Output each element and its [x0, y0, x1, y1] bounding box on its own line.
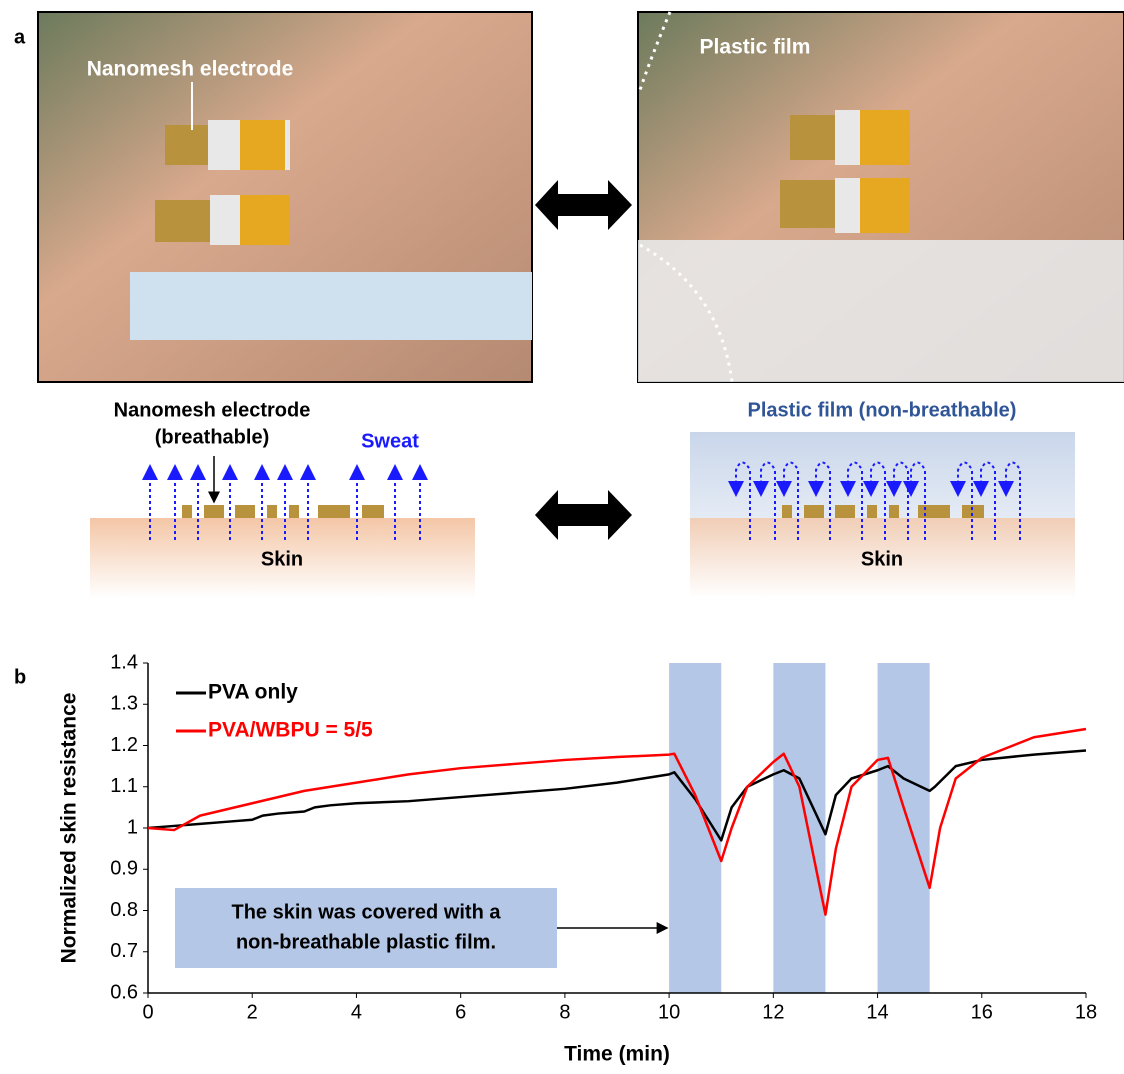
- double-arrow: [535, 180, 632, 230]
- shaded-range: [878, 663, 930, 993]
- y-tick-label: 1.3: [110, 693, 138, 715]
- x-tick-label: 12: [762, 1001, 784, 1023]
- legend-label: PVA/WBPU = 5/5: [208, 719, 373, 742]
- x-tick-label: 6: [455, 1001, 466, 1023]
- x-tick-label: 2: [247, 1001, 258, 1023]
- x-tick-label: 10: [658, 1001, 680, 1023]
- photo-right: Plastic film: [638, 12, 1124, 382]
- y-tick-label: 0.6: [110, 981, 138, 1003]
- y-tick-label: 0.9: [110, 858, 138, 880]
- photo-label: Nanomesh electrode: [87, 58, 294, 81]
- chart: 0.6 0.7 0.8 0.9 1 1.1 1.2 1.3 1.4 0 2 4 6 8 10 12 14 16 18…: [58, 651, 1098, 1065]
- diagram-label: Nanomesh electrode: [114, 399, 311, 421]
- y-tick-label: 1: [127, 816, 138, 838]
- shaded-range: [773, 663, 825, 993]
- skin-label: Skin: [261, 548, 303, 570]
- diagram-right: Plastic film (non-breathable) Skin: [690, 399, 1075, 600]
- x-tick-label: 14: [866, 1001, 888, 1023]
- photo-label: Plastic film: [700, 36, 811, 59]
- annotation: non-breathable plastic film.: [236, 931, 496, 953]
- double-arrow: [535, 490, 632, 540]
- photo-left: Nanomesh electrode: [38, 12, 532, 382]
- page: a b Nanomesh electrode Plastic film Nano…: [0, 0, 1124, 1069]
- x-tick-label: 4: [351, 1001, 362, 1023]
- y-tick-label: 0.7: [110, 940, 138, 962]
- x-tick-label: 0: [142, 1001, 153, 1023]
- y-tick-label: 1.1: [110, 775, 138, 797]
- panel-label: b: [14, 666, 26, 688]
- series-line: [148, 729, 1086, 915]
- x-axis-label: Time (min): [564, 1043, 670, 1066]
- diagram-label: (breathable): [155, 426, 269, 448]
- y-tick-label: 0.8: [110, 899, 138, 921]
- x-tick-label: 18: [1075, 1001, 1097, 1023]
- panel-label: a: [14, 26, 26, 48]
- diagram-left: Nanomesh electrode (breathable) Sweat Sk…: [90, 399, 475, 598]
- y-tick-label: 1.4: [110, 651, 138, 673]
- y-tick-label: 1.2: [110, 734, 138, 756]
- y-axis-label: Normalized skin resistance: [58, 693, 81, 964]
- annotation: The skin was covered with a: [232, 901, 502, 923]
- annotation-box: [175, 888, 557, 968]
- skin-label: Skin: [861, 548, 903, 570]
- figure: a b Nanomesh electrode Plastic film Nano…: [0, 0, 1124, 1069]
- diagram-label: Plastic film (non-breathable): [748, 399, 1017, 421]
- sweat-label: Sweat: [361, 430, 419, 452]
- x-tick-label: 8: [559, 1001, 570, 1023]
- legend-label: PVA only: [208, 681, 298, 704]
- x-tick-label: 16: [971, 1001, 993, 1023]
